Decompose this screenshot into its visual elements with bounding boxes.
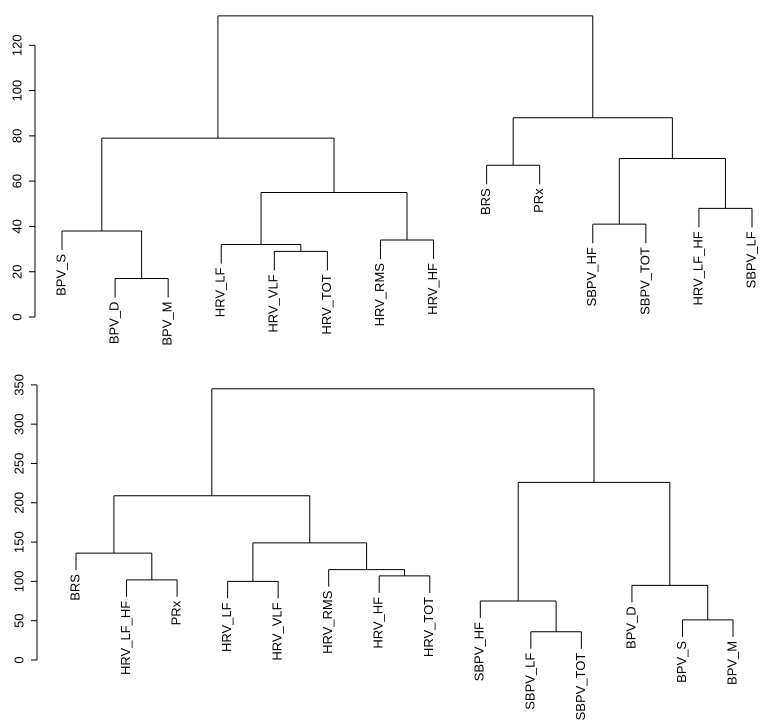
leaf-label: HRV_HF bbox=[371, 597, 386, 649]
y-tick-label: 60 bbox=[9, 174, 24, 188]
leaf-label: BPV_D bbox=[623, 606, 638, 649]
leaf-label: HRV_RMS bbox=[372, 263, 387, 327]
leaf-label: HRV_LF bbox=[219, 602, 234, 652]
leaf-label: BPV_S bbox=[674, 641, 689, 683]
leaf-label: PRx bbox=[531, 188, 546, 213]
leaf-label: SBPV_HF bbox=[472, 622, 487, 681]
leaf-label: BPV_M bbox=[724, 641, 739, 685]
y-tick-label: 300 bbox=[11, 413, 26, 435]
y-tick-label: 120 bbox=[9, 34, 24, 56]
leaf-label: HRV_RMS bbox=[320, 590, 335, 654]
leaf-label: SBPV_TOT bbox=[637, 247, 652, 315]
leaf-label: BPV_S bbox=[53, 254, 68, 296]
y-tick-label: 250 bbox=[11, 453, 26, 475]
leaf-label: BRS bbox=[478, 188, 493, 215]
leaf-label: HRV_HF bbox=[425, 263, 440, 315]
y-tick-label: 20 bbox=[9, 264, 24, 278]
y-tick-label: 40 bbox=[9, 219, 24, 233]
y-tick-label: 100 bbox=[11, 571, 26, 593]
leaf-label: HRV_LF_HF bbox=[690, 231, 705, 305]
y-tick-label: 200 bbox=[11, 492, 26, 514]
y-tick-label: 0 bbox=[9, 313, 24, 320]
y-tick-label: 80 bbox=[9, 129, 24, 143]
leaf-label: HRV_VLF bbox=[266, 274, 281, 332]
leaf-label: HRV_LF_HF bbox=[118, 601, 133, 675]
leaf-label: SBPV_LF bbox=[522, 653, 537, 710]
y-tick-label: 150 bbox=[11, 531, 26, 553]
y-tick-label: 50 bbox=[11, 613, 26, 627]
leaf-label: BPV_D bbox=[107, 302, 122, 345]
leaf-label: HRV_TOT bbox=[421, 597, 436, 657]
leaf-label: BPV_M bbox=[160, 302, 175, 346]
y-tick-label: 100 bbox=[9, 80, 24, 102]
leaf-label: SBPV_HF bbox=[584, 247, 599, 306]
leaf-label: HRV_VLF bbox=[270, 602, 285, 660]
leaf-label: SBPV_TOT bbox=[573, 653, 588, 721]
leaf-label: HRV_LF bbox=[213, 268, 228, 318]
leaf-label: SBPV_LF bbox=[743, 231, 758, 288]
leaf-label: PRx bbox=[169, 600, 184, 625]
y-tick-label: 350 bbox=[11, 374, 26, 396]
leaf-label: HRV_TOT bbox=[319, 274, 334, 334]
y-tick-label: 0 bbox=[11, 656, 26, 663]
leaf-label: BRS bbox=[67, 574, 82, 601]
